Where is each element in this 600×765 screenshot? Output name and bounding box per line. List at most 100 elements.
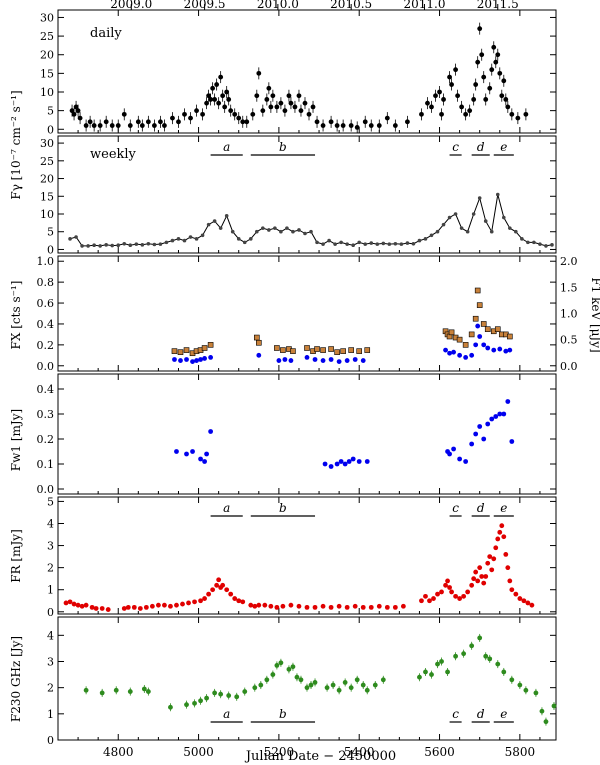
data-point [260,108,266,114]
data-point [491,44,497,50]
data-point [282,108,288,114]
data-point [168,704,173,710]
data-point [484,326,491,332]
data-point [481,580,487,586]
data-point [368,604,374,610]
data-point [475,578,481,584]
data-point [477,334,483,339]
data-point [357,240,362,245]
data-point [532,240,536,245]
data-point [513,591,519,597]
data-point [274,345,280,351]
period-label: e [500,707,507,721]
data-point [481,74,487,80]
data-point [487,656,493,662]
gamma-daily-panel: daily 0 5 10 15 20 25 30 [40,9,557,136]
data-point [184,702,189,708]
y-tick-label-right: 0.5 [560,334,578,347]
data-point [342,680,348,685]
data-point [296,603,302,609]
data-point [279,229,283,234]
data-point [91,123,97,128]
data-point [145,689,151,694]
data-point [75,108,81,114]
data-point [453,593,458,599]
data-point [493,414,499,419]
data-point [443,347,448,353]
data-point [480,321,487,327]
data-point [364,347,371,353]
data-point [256,70,262,76]
data-point [481,342,487,348]
data-point [447,215,452,220]
data-point [312,604,318,610]
data-point [122,241,127,246]
data-point [356,348,363,354]
data-point [501,411,507,417]
data-point [344,358,350,363]
data-point [274,104,280,110]
data-point [273,226,277,230]
data-point [286,93,292,99]
data-point [121,111,127,117]
data-point [298,108,304,114]
data-point [198,698,203,704]
data-point [473,82,479,87]
data-point [462,342,469,348]
data-point [474,287,481,294]
data-point [168,603,173,609]
data-point [364,687,370,693]
data-point [461,593,467,599]
data-point [127,123,133,128]
data-point [110,243,115,248]
panel-frame [57,135,557,254]
data-point [334,123,340,128]
data-point [448,329,455,336]
period-label: a [223,140,230,154]
data-point [360,604,366,610]
data-point [345,242,349,246]
data-point [244,119,250,125]
data-point [423,237,428,241]
panel-frame [57,255,557,372]
data-point [465,589,471,595]
data-point [328,346,334,352]
data-point [425,100,430,106]
data-point [86,244,90,248]
panel-note-daily: daily [90,26,122,41]
data-point [152,242,157,247]
data-point [240,599,246,605]
data-point [449,589,454,595]
panel-frame [57,373,557,495]
data-point [270,672,276,677]
data-point [141,686,147,692]
data-point [234,694,240,700]
data-point [493,59,499,65]
data-point [459,104,465,110]
data-point [304,355,310,360]
data-point [218,74,224,80]
data-point [116,243,121,247]
period-label: b [279,140,287,154]
data-point [354,125,360,130]
data-point [264,97,270,102]
data-point [236,115,242,121]
y-tick-label: 15 [40,190,54,203]
x-tick-label: 5800 [505,745,536,759]
data-point [202,356,207,361]
data-point [128,243,133,247]
ylabel-gamma: Fγ [10⁻⁷ cm⁻² s⁻¹] [9,90,23,199]
data-point [315,240,319,245]
data-point [427,598,432,604]
data-point [372,682,378,688]
data-point [177,349,184,355]
data-point [362,119,368,125]
data-point [262,602,268,608]
data-point [441,97,446,102]
data-point [176,237,181,241]
data-point [429,104,434,110]
data-point [376,603,382,609]
data-point [485,421,491,427]
data-point [503,348,509,354]
